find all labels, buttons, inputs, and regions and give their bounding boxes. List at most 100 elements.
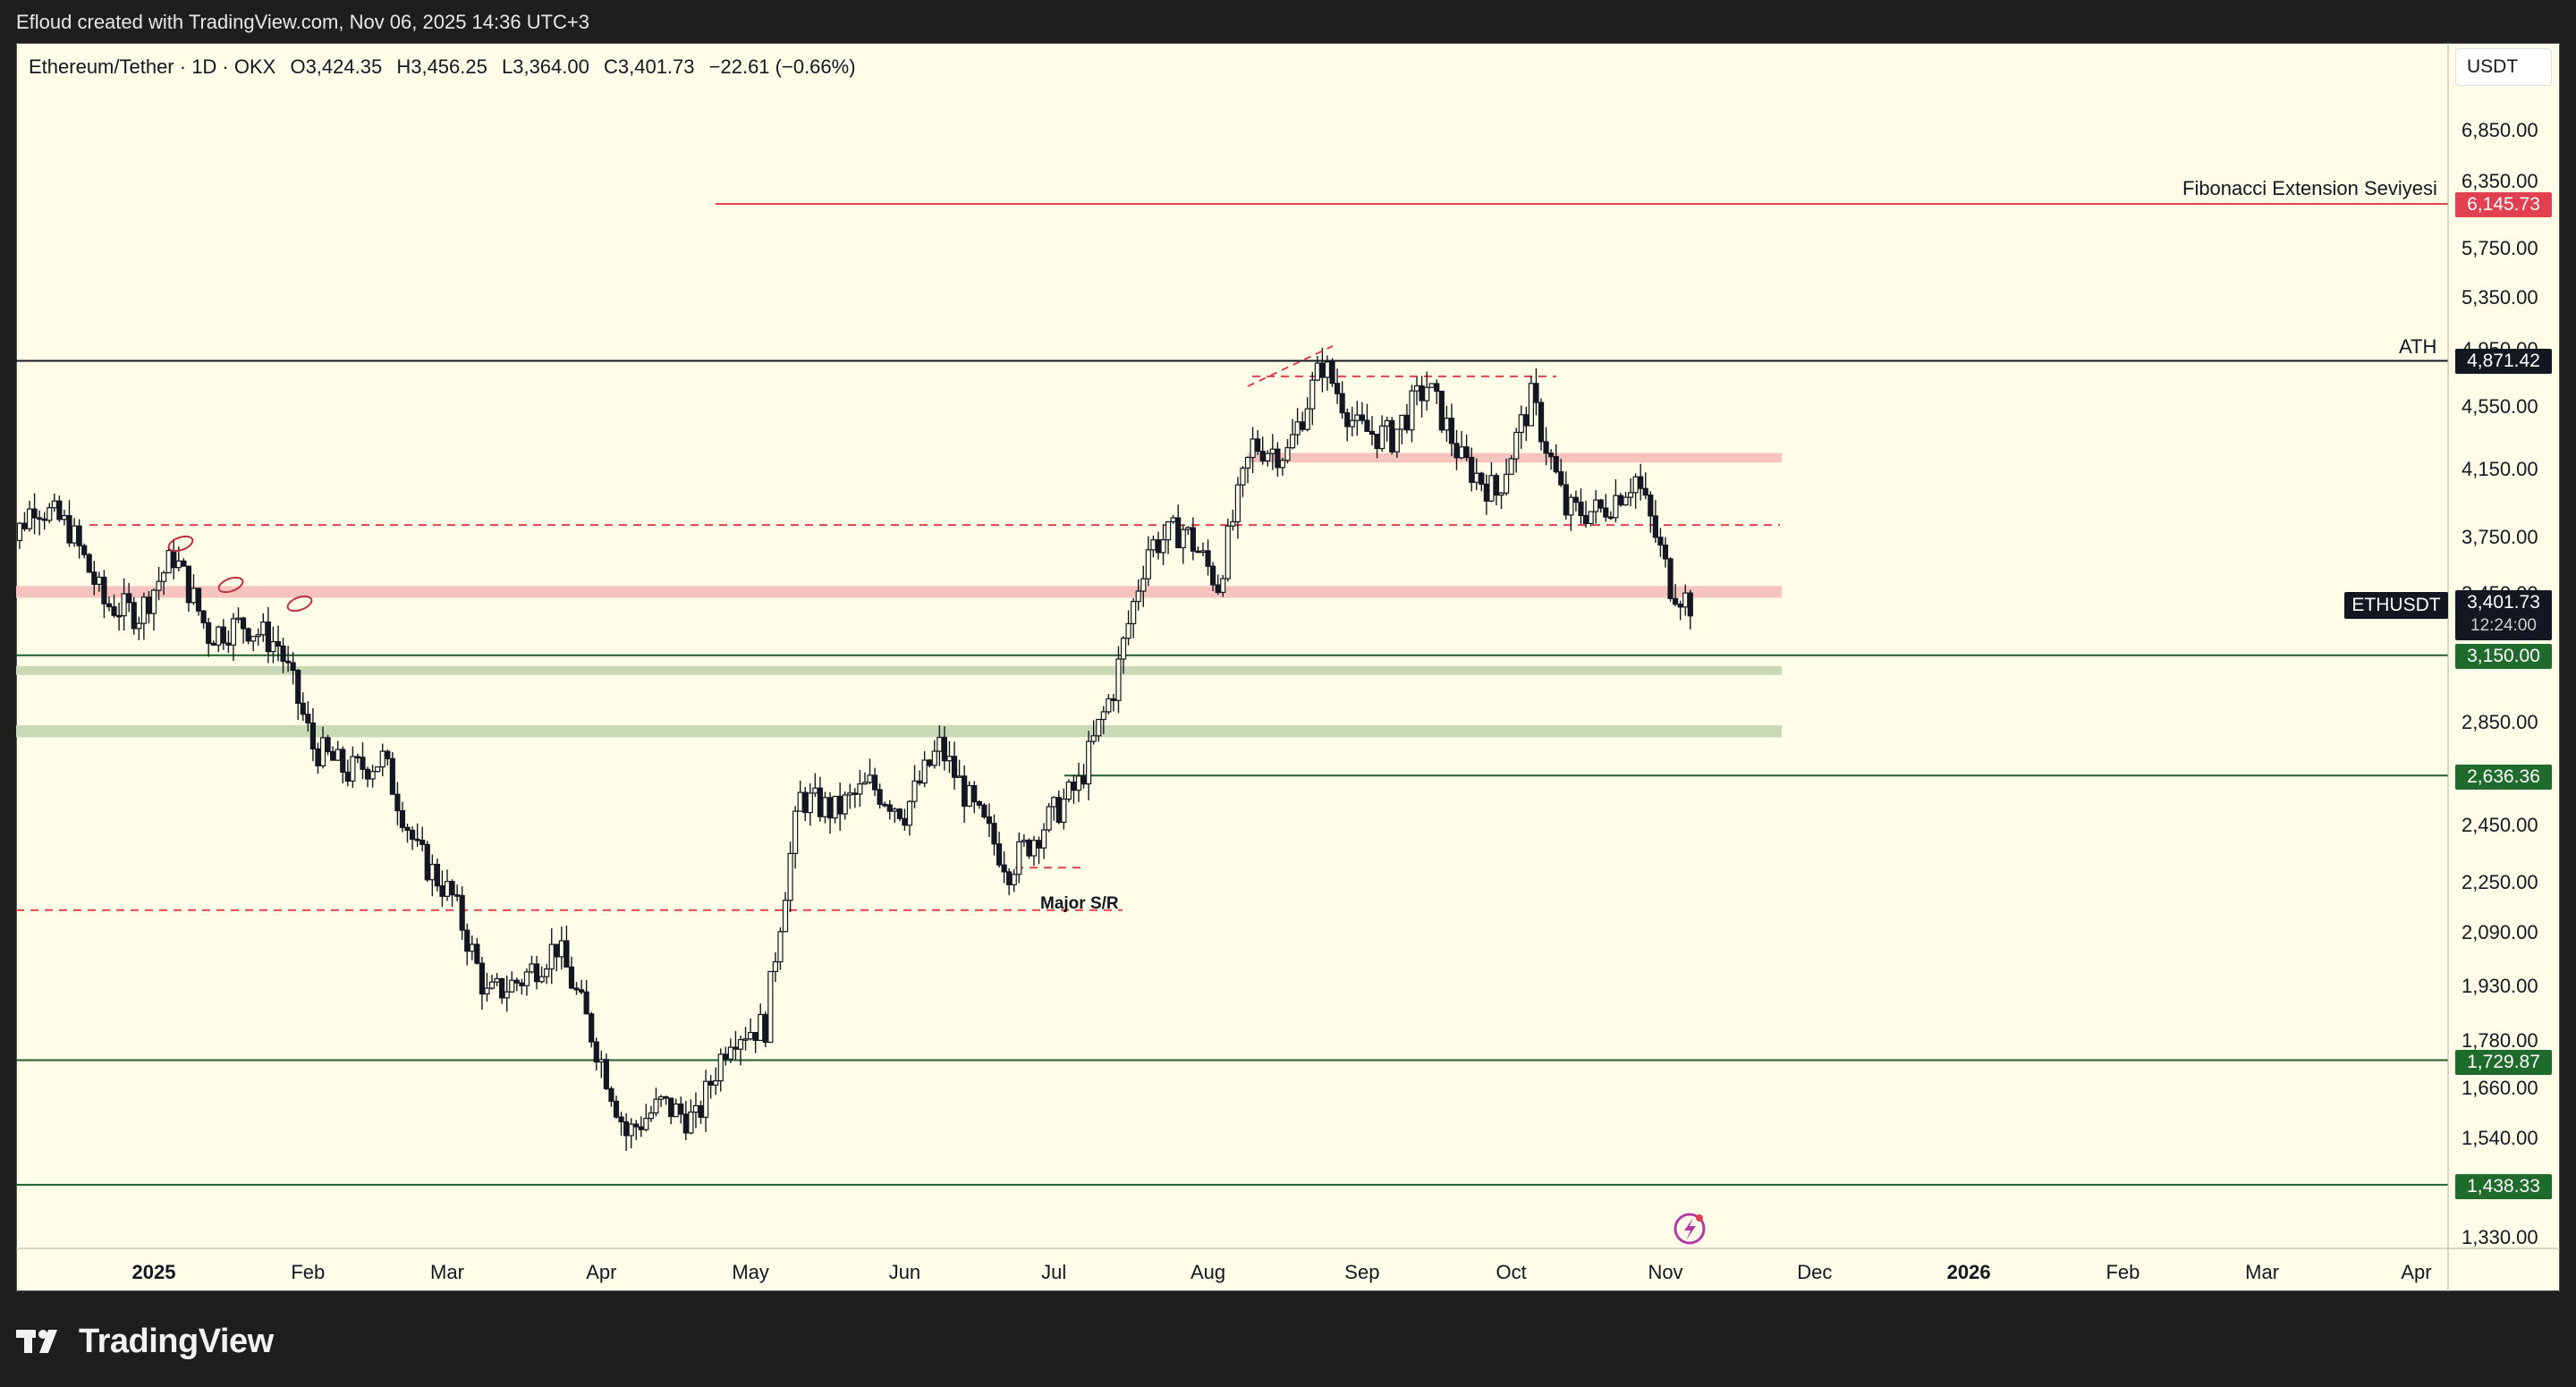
candle-body (692, 1104, 699, 1113)
trend-line-dashed (1247, 345, 1334, 387)
candle-body (529, 963, 535, 973)
candle (1240, 466, 1246, 497)
candle (692, 1092, 699, 1129)
candle-body (1349, 419, 1355, 427)
candle-body (1617, 495, 1624, 506)
candle-body (394, 793, 401, 812)
candle (758, 1003, 764, 1042)
candle-body (1339, 393, 1345, 414)
price-axis-label: 2,250.00 (2462, 870, 2538, 893)
time-axis-label: Nov (1648, 1261, 1682, 1283)
candle-body (335, 748, 341, 761)
candle-body (906, 800, 913, 826)
candle-body (300, 702, 306, 715)
candle (1563, 471, 1569, 520)
candle-body (807, 792, 813, 814)
candle (375, 766, 381, 773)
price-axis-label: 2,450.00 (2462, 813, 2538, 836)
candle-body (1279, 460, 1286, 469)
lightning-icon[interactable] (1674, 1213, 1706, 1245)
candle-body (782, 900, 789, 933)
candle-body (1498, 492, 1504, 496)
candle (1428, 383, 1435, 388)
candle (1344, 408, 1351, 442)
candle-body (1040, 829, 1047, 849)
candle-body (519, 982, 525, 986)
candle-body (633, 1123, 640, 1128)
candle (737, 1036, 744, 1066)
time-axis-label: Sep (1344, 1261, 1379, 1283)
candle-body (847, 792, 853, 796)
candle (31, 493, 38, 535)
price-axis-label: 5,750.00 (2462, 237, 2538, 260)
candle (946, 740, 953, 774)
time-axis-label: Aug (1191, 1261, 1225, 1283)
candle-body (47, 507, 53, 521)
candle (1046, 802, 1052, 833)
candle (1419, 376, 1425, 418)
candle (976, 799, 982, 809)
candle-body (931, 750, 937, 766)
candle (861, 772, 869, 785)
candle-body (643, 1118, 649, 1130)
candle-body (484, 987, 490, 995)
candle (1667, 556, 1674, 602)
candle (354, 753, 361, 764)
time-axis-label: Mar (2245, 1261, 2279, 1283)
candle-body (1428, 383, 1435, 388)
candle (260, 613, 267, 642)
candle-body (1240, 467, 1246, 486)
candle (404, 823, 411, 843)
candle (951, 741, 958, 791)
candle (1051, 796, 1057, 821)
candle (1080, 764, 1087, 789)
candle-body (126, 593, 132, 604)
candle-body (1265, 452, 1271, 462)
candle (1294, 408, 1301, 445)
time-axis-label: Jul (1041, 1261, 1066, 1283)
candle-body (698, 1104, 704, 1118)
candle (16, 521, 23, 549)
candle (1269, 434, 1275, 470)
candle (1349, 406, 1355, 436)
candle (613, 1095, 620, 1120)
candle (792, 806, 799, 869)
time-axis-label: Apr (586, 1261, 616, 1283)
candle (842, 791, 848, 820)
candle (1613, 479, 1619, 523)
candle-body (200, 610, 207, 624)
candle-body (752, 1031, 758, 1042)
candle-body (1001, 864, 1007, 873)
marker-ellipse (167, 535, 194, 553)
candle (1627, 478, 1634, 507)
marker-ellipse (217, 576, 244, 594)
candle-body (280, 645, 286, 662)
candle (608, 1086, 614, 1107)
candle (921, 751, 928, 788)
candle-body (1190, 527, 1196, 552)
candle (717, 1048, 724, 1092)
candle-body (852, 792, 858, 795)
candle-body (1359, 414, 1365, 421)
candle-body (459, 894, 465, 931)
candle (513, 977, 520, 992)
candle (1265, 450, 1271, 467)
candle (270, 626, 276, 664)
currency-button[interactable]: USDT (2455, 48, 2552, 86)
candle (742, 1027, 749, 1051)
candle-body (1593, 499, 1599, 512)
candle-body (1523, 414, 1530, 427)
candle (1657, 528, 1664, 557)
candle-body (1578, 501, 1584, 517)
candle-body (678, 1104, 684, 1115)
candle (1493, 472, 1500, 506)
candle-body (295, 669, 301, 704)
symbol-name[interactable]: Ethereum/Tether · 1D · OKX (29, 55, 276, 78)
time-axis-label: Apr (2401, 1261, 2431, 1283)
price-axis-label: 4,150.00 (2462, 457, 2538, 480)
candle-body (1548, 452, 1555, 458)
candle-body (986, 816, 993, 825)
candle (206, 617, 212, 657)
candle-body (1175, 517, 1182, 549)
